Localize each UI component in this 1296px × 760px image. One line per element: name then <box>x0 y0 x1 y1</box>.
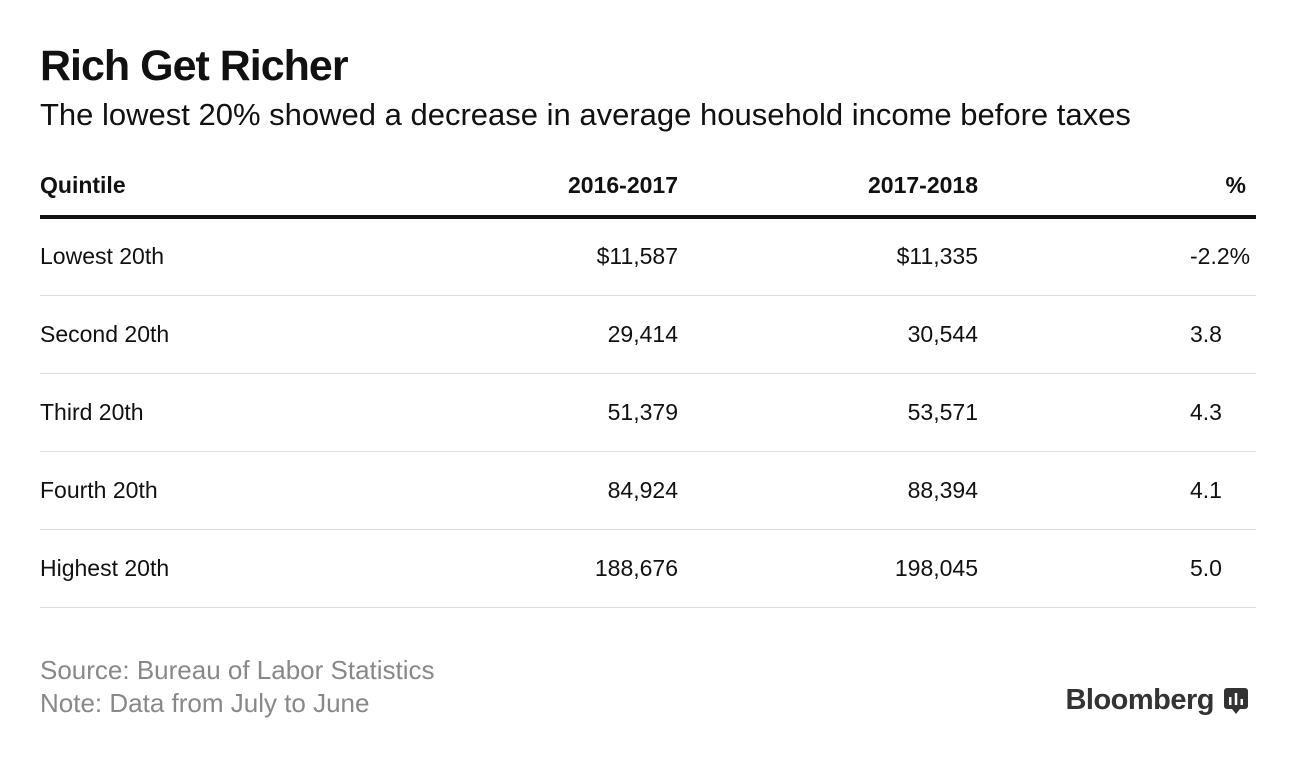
table-cell-2017-2018: 53,571 <box>678 373 978 452</box>
column-header-2016-2017: 2016-2017 <box>380 156 678 219</box>
percent-value: 3.8 <box>1190 320 1222 347</box>
table-cell-2017-2018: 30,544 <box>678 295 978 374</box>
table-cell-quintile: Second 20th <box>40 295 380 374</box>
source-note: Source: Bureau of Labor Statistics <box>40 655 435 685</box>
brand-logo: Bloomberg <box>1065 684 1248 717</box>
table-cell-2017-2018: 198,045 <box>678 529 978 608</box>
table-cell-2016-2017: 51,379 <box>380 373 678 452</box>
percent-value: 5.0 <box>1190 554 1222 581</box>
column-header-2017-2018: 2017-2018 <box>678 156 978 219</box>
table-row: Fourth 20th 84,924 88,394 4.1 <box>40 451 1256 530</box>
table-header-row: Quintile 2016-2017 2017-2018 % <box>40 156 1256 219</box>
chart-subtitle: The lowest 20% showed a decrease in aver… <box>40 97 1131 132</box>
table-row: Highest 20th 188,676 198,045 5.0 <box>40 529 1256 608</box>
data-note: Note: Data from July to June <box>40 688 370 718</box>
table-cell-2016-2017: 29,414 <box>380 295 678 374</box>
table-cell-2017-2018: $11,335 <box>678 217 978 296</box>
chart-footer: Source: Bureau of Labor Statistics Note:… <box>40 654 435 720</box>
table-cell-percent: 3.8 <box>978 295 1256 374</box>
table-row: Second 20th 29,414 30,544 3.8 <box>40 295 1256 374</box>
data-table: Quintile 2016-2017 2017-2018 % Lowest 20… <box>40 156 1256 608</box>
table-cell-quintile: Fourth 20th <box>40 451 380 530</box>
column-header-quintile: Quintile <box>40 156 380 219</box>
column-header-percent: % <box>978 156 1256 219</box>
table-cell-2017-2018: 88,394 <box>678 451 978 530</box>
table-cell-quintile: Highest 20th <box>40 529 380 608</box>
table-cell-percent: 4.1 <box>978 451 1256 530</box>
table-row: Lowest 20th $11,587 $11,335 -2.2% <box>40 217 1256 296</box>
chart-title: Rich Get Richer <box>40 42 349 90</box>
table-cell-2016-2017: 188,676 <box>380 529 678 608</box>
column-header-percent-label: % <box>1225 172 1246 198</box>
table-cell-percent: 4.3 <box>978 373 1256 452</box>
brand-name: Bloomberg <box>1065 684 1214 716</box>
table-cell-2016-2017: $11,587 <box>380 217 678 296</box>
table-cell-quintile: Lowest 20th <box>40 217 380 296</box>
bloomberg-chart-icon <box>1224 687 1248 714</box>
table-cell-percent: 5.0 <box>978 529 1256 608</box>
table-cell-2016-2017: 84,924 <box>380 451 678 530</box>
percent-value: 4.1 <box>1190 476 1222 503</box>
table-cell-percent: -2.2% <box>978 217 1256 296</box>
percent-value: 4.3 <box>1190 398 1222 425</box>
percent-value: -2.2% <box>1190 243 1251 270</box>
table-row: Third 20th 51,379 53,571 4.3 <box>40 373 1256 452</box>
table-cell-quintile: Third 20th <box>40 373 380 452</box>
